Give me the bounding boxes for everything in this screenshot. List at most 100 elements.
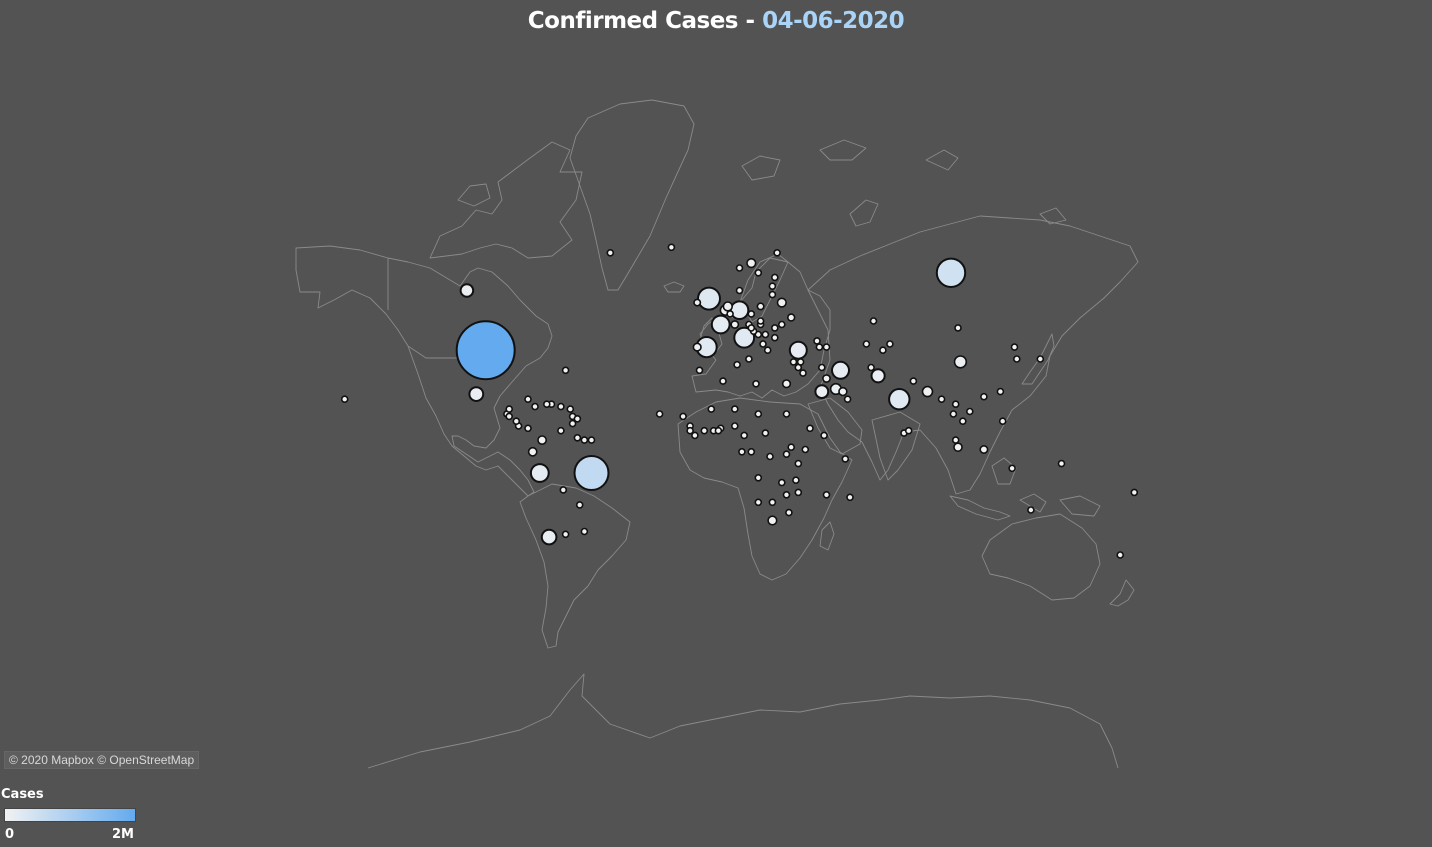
case-marker[interactable] bbox=[529, 463, 550, 483]
case-marker[interactable] bbox=[735, 286, 744, 295]
case-marker[interactable] bbox=[801, 445, 810, 454]
case-marker[interactable] bbox=[747, 310, 756, 318]
case-marker[interactable] bbox=[754, 410, 763, 418]
case-marker[interactable] bbox=[843, 395, 852, 404]
case-marker[interactable] bbox=[773, 249, 781, 257]
case-marker[interactable] bbox=[768, 282, 777, 291]
case-marker[interactable] bbox=[796, 358, 805, 366]
case-marker[interactable] bbox=[782, 410, 791, 418]
case-marker[interactable] bbox=[846, 493, 854, 502]
case-marker[interactable] bbox=[340, 395, 349, 404]
case-marker[interactable] bbox=[557, 426, 565, 435]
case-marker[interactable] bbox=[998, 417, 1007, 426]
case-marker[interactable] bbox=[770, 333, 779, 342]
case-marker[interactable] bbox=[820, 431, 828, 440]
case-marker[interactable] bbox=[557, 402, 565, 411]
case-marker[interactable] bbox=[794, 488, 803, 497]
case-marker[interactable] bbox=[937, 395, 946, 404]
case-marker[interactable] bbox=[695, 366, 704, 375]
case-marker[interactable] bbox=[777, 478, 786, 487]
case-marker[interactable] bbox=[958, 417, 967, 426]
case-marker[interactable] bbox=[561, 366, 570, 375]
case-marker[interactable] bbox=[980, 392, 988, 401]
case-marker[interactable] bbox=[954, 324, 962, 332]
case-marker[interactable] bbox=[822, 490, 831, 499]
case-marker[interactable] bbox=[888, 388, 911, 411]
case-marker[interactable] bbox=[768, 498, 777, 507]
case-marker[interactable] bbox=[754, 498, 763, 507]
case-marker[interactable] bbox=[573, 455, 610, 491]
case-marker[interactable] bbox=[700, 426, 709, 435]
case-marker[interactable] bbox=[761, 429, 770, 437]
case-marker[interactable] bbox=[580, 527, 589, 536]
case-marker[interactable] bbox=[679, 412, 687, 421]
case-marker[interactable] bbox=[655, 410, 664, 418]
case-marker[interactable] bbox=[763, 346, 772, 355]
case-marker[interactable] bbox=[813, 337, 821, 345]
case-marker[interactable] bbox=[693, 298, 702, 307]
case-marker[interactable] bbox=[707, 405, 716, 413]
case-marker[interactable] bbox=[606, 249, 615, 257]
case-marker[interactable] bbox=[459, 283, 475, 298]
case-marker[interactable] bbox=[951, 400, 960, 409]
case-marker[interactable] bbox=[879, 346, 887, 355]
case-marker[interactable] bbox=[782, 450, 791, 459]
case-marker[interactable] bbox=[1116, 551, 1124, 559]
case-marker[interactable] bbox=[714, 426, 723, 435]
case-marker[interactable] bbox=[822, 374, 831, 383]
case-marker[interactable] bbox=[580, 436, 589, 444]
case-marker[interactable] bbox=[730, 405, 739, 413]
case-marker[interactable] bbox=[692, 342, 702, 352]
case-marker[interactable] bbox=[867, 363, 875, 372]
case-marker[interactable] bbox=[776, 297, 787, 308]
case-marker[interactable] bbox=[542, 400, 551, 409]
case-marker[interactable] bbox=[587, 436, 596, 444]
case-marker[interactable] bbox=[777, 320, 786, 329]
case-marker[interactable] bbox=[756, 317, 765, 325]
case-marker[interactable] bbox=[733, 326, 756, 349]
case-marker[interactable] bbox=[573, 414, 582, 423]
case-marker[interactable] bbox=[869, 317, 878, 325]
case-marker[interactable] bbox=[730, 320, 740, 329]
case-marker[interactable] bbox=[979, 444, 989, 454]
case-marker[interactable] bbox=[951, 436, 960, 444]
case-marker[interactable] bbox=[756, 302, 765, 311]
case-marker[interactable] bbox=[745, 355, 753, 363]
case-marker[interactable] bbox=[573, 433, 582, 442]
case-marker[interactable] bbox=[806, 424, 814, 433]
case-marker[interactable] bbox=[838, 386, 848, 397]
case-marker[interactable] bbox=[691, 431, 699, 440]
case-marker[interactable] bbox=[505, 405, 514, 413]
case-marker[interactable] bbox=[1057, 459, 1066, 468]
case-marker[interactable] bbox=[953, 442, 963, 453]
case-marker[interactable] bbox=[996, 387, 1005, 396]
case-marker[interactable] bbox=[559, 486, 568, 494]
case-marker[interactable] bbox=[527, 446, 538, 457]
map-attribution[interactable]: © 2020 Mapbox © OpenStreetMap bbox=[4, 751, 200, 769]
case-marker[interactable] bbox=[841, 455, 850, 463]
case-marker[interactable] bbox=[752, 379, 760, 388]
case-marker[interactable] bbox=[817, 363, 826, 372]
case-marker[interactable] bbox=[953, 355, 968, 369]
case-marker[interactable] bbox=[747, 447, 756, 456]
case-marker[interactable] bbox=[1027, 506, 1035, 514]
case-marker[interactable] bbox=[870, 368, 886, 384]
case-marker[interactable] bbox=[789, 358, 798, 366]
case-marker[interactable] bbox=[746, 258, 757, 269]
case-marker[interactable] bbox=[886, 340, 894, 348]
case-marker[interactable] bbox=[735, 264, 744, 272]
case-marker[interactable] bbox=[686, 426, 694, 435]
case-marker[interactable] bbox=[822, 343, 831, 351]
case-marker[interactable] bbox=[667, 243, 676, 252]
case-marker[interactable] bbox=[710, 314, 731, 335]
case-marker[interactable] bbox=[935, 257, 967, 288]
case-marker[interactable] bbox=[814, 384, 830, 400]
case-marker[interactable] bbox=[1036, 355, 1045, 363]
case-marker[interactable] bbox=[770, 324, 779, 332]
case-marker[interactable] bbox=[754, 268, 763, 277]
case-marker[interactable] bbox=[1010, 343, 1019, 351]
case-marker[interactable] bbox=[759, 340, 767, 348]
case-marker[interactable] bbox=[767, 515, 778, 526]
case-marker[interactable] bbox=[531, 402, 539, 411]
case-marker[interactable] bbox=[561, 530, 570, 539]
